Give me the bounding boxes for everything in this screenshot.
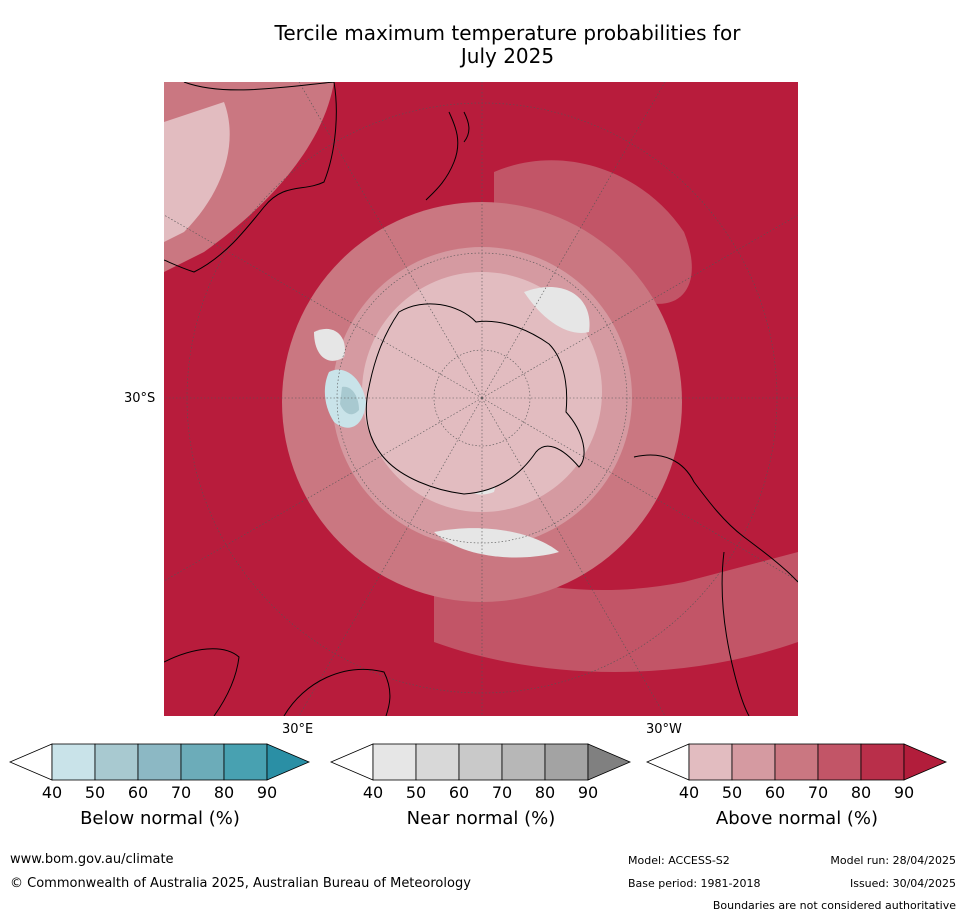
colorbar-segment xyxy=(223,743,268,781)
footer-copyright: © Commonwealth of Australia 2025, Austra… xyxy=(10,876,471,891)
coastlines xyxy=(164,82,798,716)
colorbar-segment xyxy=(860,743,905,781)
lat-label-30s: 30°S xyxy=(124,391,156,406)
colorbar-tick-label: 90 xyxy=(893,783,915,802)
colorbar-segment xyxy=(731,743,776,781)
map-canvas xyxy=(164,82,798,716)
footer-base-period: Base period: 1981-2018 xyxy=(628,877,761,890)
colorbar-segment xyxy=(415,743,460,781)
colorbar-tick-label: 40 xyxy=(41,783,63,802)
colorbar-tick-label: 70 xyxy=(491,783,513,802)
title-line-2: July 2025 xyxy=(460,44,555,68)
colorbar-below-svg xyxy=(8,743,311,781)
colorbar-tick-label: 40 xyxy=(362,783,384,802)
footer-url: www.bom.gov.au/climate xyxy=(10,852,174,867)
colorbar-tick-label: 80 xyxy=(850,783,872,802)
colorbar-segment xyxy=(180,743,225,781)
colorbar-extend-high xyxy=(587,743,632,781)
colorbar-segment xyxy=(458,743,503,781)
colorbar-segment xyxy=(817,743,862,781)
title-line-1: Tercile maximum temperature probabilitie… xyxy=(274,21,741,45)
near-normal-patch-2 xyxy=(314,328,345,361)
colorbar-above-svg xyxy=(645,743,948,781)
south-america-coast xyxy=(633,454,798,716)
colorbar-segment xyxy=(501,743,546,781)
colorbar-segment xyxy=(51,743,96,781)
lon-label-30e: 30°E xyxy=(282,722,314,737)
footer-model-run: Model run: 28/04/2025 xyxy=(830,854,956,867)
colorbar-segment xyxy=(372,743,417,781)
colorbar-tick-label: 70 xyxy=(807,783,829,802)
colorbar-below xyxy=(8,743,311,781)
indian-ocean-light xyxy=(164,102,230,242)
colorbar-extend-high xyxy=(266,743,311,781)
colorbar-tick-label: 50 xyxy=(721,783,743,802)
colorbar-tick-label: 80 xyxy=(534,783,556,802)
footer-model: Model: ACCESS-S2 xyxy=(628,854,730,867)
colorbar-extend-low xyxy=(8,743,53,781)
graticule xyxy=(164,82,798,716)
colorbar-tick-label: 80 xyxy=(213,783,235,802)
chart-title: Tercile maximum temperature probabilitie… xyxy=(200,22,815,68)
new-zealand-coast xyxy=(425,111,470,201)
near-normal-patch-1 xyxy=(524,286,590,333)
antarctica xyxy=(366,303,585,494)
s-atlantic-band xyxy=(434,552,798,672)
colorbar-tick-label: 60 xyxy=(764,783,786,802)
colorbar-tick-label: 50 xyxy=(405,783,427,802)
footer-disclaimer: Boundaries are not considered authoritat… xyxy=(712,899,956,912)
antarctica-coast xyxy=(365,303,585,495)
colorbar-tick-label: 60 xyxy=(448,783,470,802)
colorbar-segment xyxy=(774,743,819,781)
colorbar-extend-low xyxy=(329,743,374,781)
colorbar-tick-label: 70 xyxy=(170,783,192,802)
colorbar-tick-label: 50 xyxy=(84,783,106,802)
south-pacific-band xyxy=(494,160,692,304)
lon-label-30w: 30°W xyxy=(646,722,682,737)
australia-coast xyxy=(164,82,337,273)
colorbar-extend-low xyxy=(645,743,690,781)
colorbar-extend-high xyxy=(903,743,948,781)
colorbar-near-svg xyxy=(329,743,632,781)
colorbar-tick-label: 90 xyxy=(256,783,278,802)
colorbar-above-label: Above normal (%) xyxy=(715,808,879,829)
below-normal-core xyxy=(340,386,359,415)
footer-issued: Issued: 30/04/2025 xyxy=(849,877,956,890)
near-normal-patch-4 xyxy=(434,528,559,558)
colorbar-tick-label: 40 xyxy=(678,783,700,802)
colorbar-near-label: Near normal (%) xyxy=(406,808,556,829)
colorbar-segment xyxy=(137,743,182,781)
colorbar-tick-label: 60 xyxy=(127,783,149,802)
colorbar-near xyxy=(329,743,632,781)
probability-map xyxy=(164,82,798,716)
colorbar-tick-label: 90 xyxy=(577,783,599,802)
colorbar-above xyxy=(645,743,948,781)
africa-coast xyxy=(164,648,391,716)
colorbar-below-label: Below normal (%) xyxy=(80,808,240,829)
colorbar-segment xyxy=(544,743,589,781)
colorbar-segment xyxy=(94,743,139,781)
colorbar-segment xyxy=(688,743,733,781)
